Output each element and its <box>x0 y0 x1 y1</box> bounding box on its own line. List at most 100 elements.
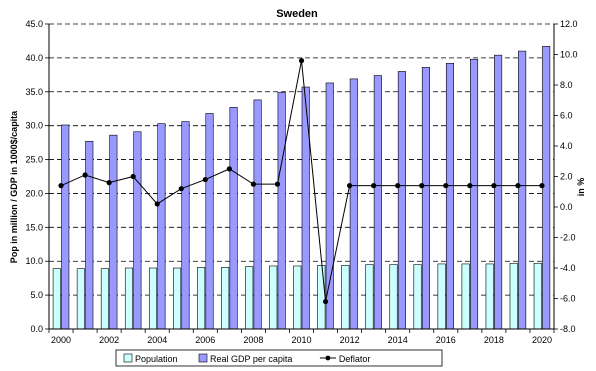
x-tick-label: 2014 <box>388 335 408 345</box>
bar-population[interactable] <box>221 267 230 330</box>
bar-population[interactable] <box>509 262 518 330</box>
y-tick-label-right: 2.0 <box>560 172 573 182</box>
legend-marker-deflator <box>325 355 331 361</box>
bar-population[interactable] <box>461 263 470 330</box>
point-deflator[interactable] <box>202 176 208 183</box>
x-tick-label: 2006 <box>195 335 215 345</box>
y-tick-label-right: -4.0 <box>560 263 576 273</box>
bar-population[interactable] <box>100 268 109 330</box>
point-deflator[interactable] <box>346 183 353 189</box>
point-deflator[interactable] <box>154 201 160 207</box>
bar-population[interactable] <box>293 265 302 330</box>
bar-real-gdp-per-capita[interactable] <box>397 71 406 330</box>
y-tick-label-right: 8.0 <box>560 80 573 90</box>
y-tick-label-left: 10.0 <box>25 256 43 266</box>
x-tick-label: 2002 <box>99 335 119 345</box>
point-deflator[interactable] <box>274 181 281 187</box>
bar-population[interactable] <box>437 263 446 330</box>
bar-population[interactable] <box>52 268 61 330</box>
chart-title: Sweden <box>276 8 318 20</box>
bar-real-gdp-per-capita[interactable] <box>445 63 455 330</box>
bar-population[interactable] <box>245 266 254 330</box>
legend-swatch-real-gdp-per-capita <box>198 353 208 363</box>
bar-real-gdp-per-capita[interactable] <box>109 134 118 330</box>
bar-real-gdp-per-capita[interactable] <box>277 92 286 330</box>
bar-real-gdp-per-capita[interactable] <box>229 107 238 330</box>
point-deflator[interactable] <box>515 183 521 189</box>
x-tick-label: 2012 <box>340 335 360 345</box>
x-tick-label: 2000 <box>51 335 71 345</box>
bar-real-gdp-per-capita[interactable] <box>421 67 430 330</box>
y-tick-label-left: 40.0 <box>25 53 43 63</box>
bar-real-gdp-per-capita[interactable] <box>181 121 190 330</box>
point-deflator[interactable] <box>58 183 64 189</box>
point-deflator[interactable] <box>226 166 232 172</box>
point-deflator[interactable] <box>178 186 184 192</box>
y-tick-label-left: 20.0 <box>25 188 43 198</box>
bar-real-gdp-per-capita[interactable] <box>518 50 527 330</box>
plot-area <box>49 24 554 329</box>
y-axis-label-right: in % <box>576 178 586 197</box>
point-deflator[interactable] <box>322 298 329 305</box>
point-deflator[interactable] <box>443 183 449 189</box>
bar-real-gdp-per-capita[interactable] <box>253 99 262 330</box>
x-tick-label: 2010 <box>291 335 311 345</box>
point-deflator[interactable] <box>419 183 425 189</box>
bar-population[interactable] <box>533 262 542 330</box>
point-deflator[interactable] <box>395 183 401 189</box>
point-deflator[interactable] <box>371 183 377 189</box>
x-tick-label: 2008 <box>243 335 263 345</box>
bar-population[interactable] <box>269 265 278 330</box>
legend-box <box>115 349 443 367</box>
point-deflator[interactable] <box>106 180 112 186</box>
bar-real-gdp-per-capita[interactable] <box>157 123 166 330</box>
bar-population[interactable] <box>317 264 326 330</box>
bar-population[interactable] <box>124 267 133 330</box>
y-tick-label-right: -6.0 <box>560 294 576 304</box>
bar-real-gdp-per-capita[interactable] <box>205 113 214 330</box>
x-tick-label: 2004 <box>147 335 167 345</box>
legend-label-real-gdp-per-capita: Real GDP per capita <box>210 354 292 364</box>
bar-population[interactable] <box>173 267 182 330</box>
y-tick-label-left: 15.0 <box>25 222 43 232</box>
point-deflator[interactable] <box>130 173 136 180</box>
y-tick-label-right: -8.0 <box>560 324 576 334</box>
bar-population[interactable] <box>389 264 398 330</box>
bar-population[interactable] <box>341 264 350 330</box>
bar-population[interactable] <box>365 264 374 330</box>
bar-real-gdp-per-capita[interactable] <box>85 140 94 330</box>
point-deflator[interactable] <box>539 183 545 189</box>
bar-population[interactable] <box>485 263 494 330</box>
bar-population[interactable] <box>76 268 85 330</box>
bar-real-gdp-per-capita[interactable] <box>470 58 479 330</box>
bar-real-gdp-per-capita[interactable] <box>301 86 310 330</box>
bar-real-gdp-per-capita[interactable] <box>349 78 358 330</box>
bar-population[interactable] <box>413 264 422 330</box>
bar-real-gdp-per-capita[interactable] <box>494 54 503 330</box>
y-tick-label-left: 0.0 <box>30 324 43 334</box>
legend-label-population: Population <box>135 354 178 364</box>
point-deflator[interactable] <box>298 58 305 64</box>
y-tick-label-left: 30.0 <box>25 121 43 131</box>
bar-population[interactable] <box>197 267 206 330</box>
point-deflator[interactable] <box>250 181 257 187</box>
y-tick-label-left: 35.0 <box>25 87 43 97</box>
x-tick-label: 2018 <box>484 335 504 345</box>
y-tick-label-right: -2.0 <box>560 233 576 243</box>
point-deflator[interactable] <box>467 183 473 189</box>
y-tick-label-left: 5.0 <box>30 290 43 300</box>
y-tick-label-left: 45.0 <box>25 19 43 29</box>
legend-swatch-population <box>123 353 133 363</box>
x-tick-label: 2020 <box>532 335 552 345</box>
bar-real-gdp-per-capita[interactable] <box>373 75 382 330</box>
point-deflator[interactable] <box>491 183 497 189</box>
y-tick-label-right: 0.0 <box>560 202 573 212</box>
y-tick-label-left: 25.0 <box>25 155 43 165</box>
point-deflator[interactable] <box>82 172 88 178</box>
bar-population[interactable] <box>148 267 158 330</box>
bar-real-gdp-per-capita[interactable] <box>133 131 142 330</box>
bar-real-gdp-per-capita[interactable] <box>61 124 70 330</box>
y-tick-label-right: 10.0 <box>560 50 578 60</box>
